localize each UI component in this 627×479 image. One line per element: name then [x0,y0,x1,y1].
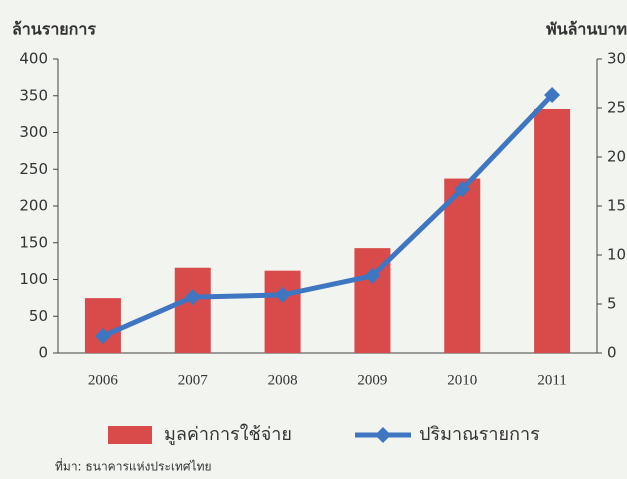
y2-tick-label: 30 [607,50,626,68]
legend-swatch [108,426,152,444]
legend-label: ปริมาณรายการ [419,424,540,445]
x-tick-label: 2006 [88,372,119,388]
y-tick-label: 50 [29,307,48,325]
y-axis-title: ล้านรายการ [12,20,96,39]
line-marker [364,267,381,284]
y-tick-label: 200 [19,197,48,215]
y2-axis-title: พันล้านบาท [546,20,627,39]
y2-tick-label: 0 [607,344,617,362]
y2-tick-label: 10 [607,246,626,264]
legend-swatch-marker [375,427,391,443]
line-marker [184,289,201,306]
bar [84,298,121,353]
y-tick-label: 0 [38,344,48,362]
x-tick-label: 2007 [178,372,209,388]
bar [444,178,481,353]
source-note: ที่มา: ธนาคารแห่งประเทศไทย [55,458,212,474]
y-tick-label: 100 [19,270,48,288]
y2-tick-label: 5 [607,295,617,313]
line-marker [454,181,471,198]
y-tick-label: 250 [19,160,48,178]
y-tick-label: 400 [19,50,48,68]
y-tick-label: 150 [19,233,48,251]
line [101,93,554,339]
y2-tick-label: 25 [607,99,626,117]
legend-label: มูลค่าการใช้จ่าย [164,423,292,445]
x-tick-label: 2011 [537,372,566,388]
y-tick-label: 350 [19,86,48,104]
y2-tick-label: 15 [607,197,626,215]
line-marker [94,328,111,345]
bar [534,108,571,353]
line-marker [274,286,291,303]
y2-tick-label: 20 [607,148,626,166]
x-tick-label: 2009 [357,372,387,388]
x-tick-label: 2010 [447,372,477,388]
y-tick-label: 300 [19,123,48,141]
x-tick-label: 2008 [268,372,298,388]
line-marker [544,87,561,104]
bar [264,270,301,353]
bar [174,267,211,353]
